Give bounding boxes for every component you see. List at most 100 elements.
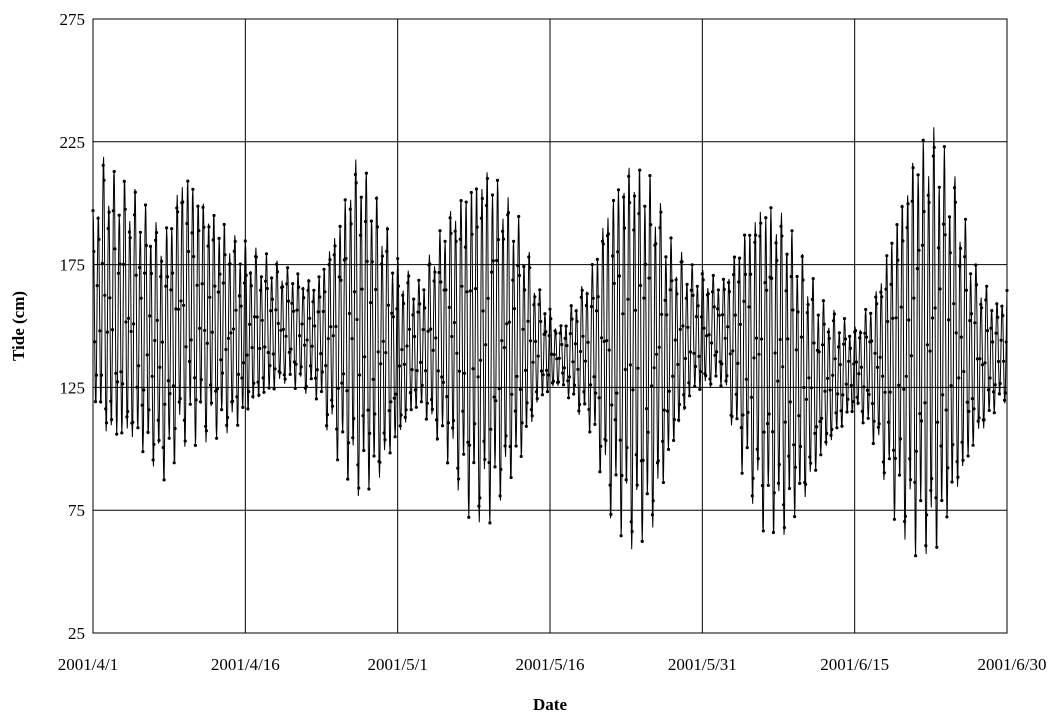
- tide-point: [420, 383, 424, 387]
- tide-point: [355, 317, 359, 322]
- tide-point: [308, 316, 312, 320]
- tide-point: [159, 275, 163, 279]
- tide-point: [706, 292, 710, 296]
- tide-point: [596, 295, 600, 299]
- tide-point: [221, 281, 225, 285]
- tide-point: [778, 337, 782, 342]
- tide-point: [947, 318, 951, 322]
- tide-point: [767, 412, 771, 416]
- tide-point: [350, 337, 354, 341]
- tide-point: [843, 337, 848, 341]
- tide-point: [732, 255, 737, 259]
- tide-point: [409, 408, 413, 412]
- tide-point: [194, 398, 198, 402]
- tide-point: [932, 145, 936, 149]
- tide-point: [303, 343, 307, 347]
- tide-point: [486, 296, 490, 300]
- tide-point: [469, 190, 473, 195]
- tide-point: [305, 338, 309, 342]
- tide-point: [701, 278, 705, 282]
- tide-point: [957, 376, 961, 380]
- tide-point: [429, 397, 434, 402]
- tide-point: [570, 317, 574, 321]
- tide-point: [996, 359, 1001, 364]
- tide-point: [154, 238, 158, 242]
- tide-point: [448, 216, 452, 220]
- tide-point: [783, 420, 787, 424]
- tide-point: [376, 350, 380, 354]
- tide-point: [251, 395, 255, 399]
- tide-point: [997, 392, 1002, 396]
- tide-point: [914, 554, 918, 558]
- tide-point: [896, 258, 900, 262]
- tide-point: [363, 355, 367, 359]
- tide-point: [760, 483, 765, 488]
- tide-point: [201, 205, 205, 209]
- tide-point: [340, 381, 344, 385]
- tide-point: [441, 380, 445, 384]
- tide-point: [749, 272, 753, 276]
- tide-point: [925, 343, 930, 347]
- tide-point: [599, 444, 603, 448]
- tide-point: [660, 312, 664, 316]
- tide-point: [876, 425, 881, 429]
- tide-point: [212, 213, 216, 218]
- tide-point: [155, 318, 159, 322]
- tide-point: [197, 229, 201, 233]
- tide-point: [926, 193, 930, 197]
- tide-point: [958, 246, 963, 250]
- tide-point: [807, 376, 811, 380]
- tide-point: [287, 350, 291, 354]
- tide-point: [402, 301, 406, 306]
- tide-point: [218, 272, 222, 276]
- tide-point: [171, 271, 175, 275]
- tide-point: [950, 480, 954, 484]
- tide-point: [716, 307, 720, 311]
- tide-point: [680, 260, 684, 264]
- tide-point: [532, 303, 536, 307]
- tide-point: [581, 334, 585, 338]
- tide-point: [278, 371, 282, 375]
- tide-point: [568, 332, 572, 336]
- tide-point: [902, 387, 906, 391]
- tide-point: [225, 423, 229, 427]
- tide-point: [128, 236, 132, 240]
- tide-point: [867, 392, 871, 397]
- tide-point: [648, 174, 652, 178]
- tide-point: [863, 331, 867, 335]
- tide-point: [255, 315, 259, 319]
- tide-point: [728, 352, 732, 356]
- tide-point: [965, 400, 969, 404]
- tide-point: [163, 402, 167, 406]
- tide-point: [202, 225, 206, 229]
- tide-point: [945, 515, 949, 519]
- tide-point: [143, 203, 148, 207]
- tide-point: [126, 409, 130, 414]
- tide-point: [594, 309, 599, 313]
- tide-point: [882, 471, 886, 475]
- tide-point: [276, 321, 280, 326]
- tide-point: [191, 187, 195, 191]
- tide-point: [400, 348, 404, 352]
- tide-point: [292, 309, 296, 313]
- tide-point: [329, 325, 333, 329]
- tide-point: [151, 458, 155, 462]
- tide-point: [451, 426, 455, 430]
- tide-point: [979, 302, 983, 306]
- tide-point: [900, 205, 904, 209]
- tide-point: [418, 360, 423, 364]
- tide-point: [200, 282, 204, 286]
- tide-point: [142, 388, 146, 392]
- tide-point: [245, 353, 249, 357]
- tide-point: [749, 395, 754, 399]
- tide-point: [359, 195, 363, 199]
- tide-point: [755, 447, 759, 451]
- tide-point: [381, 339, 385, 343]
- tide-point: [408, 391, 412, 395]
- tide-point: [674, 278, 678, 282]
- tide-point: [985, 284, 989, 288]
- tide-point: [131, 420, 135, 424]
- tide-point: [585, 292, 589, 296]
- tide-point: [877, 422, 881, 426]
- tide-point: [392, 396, 396, 400]
